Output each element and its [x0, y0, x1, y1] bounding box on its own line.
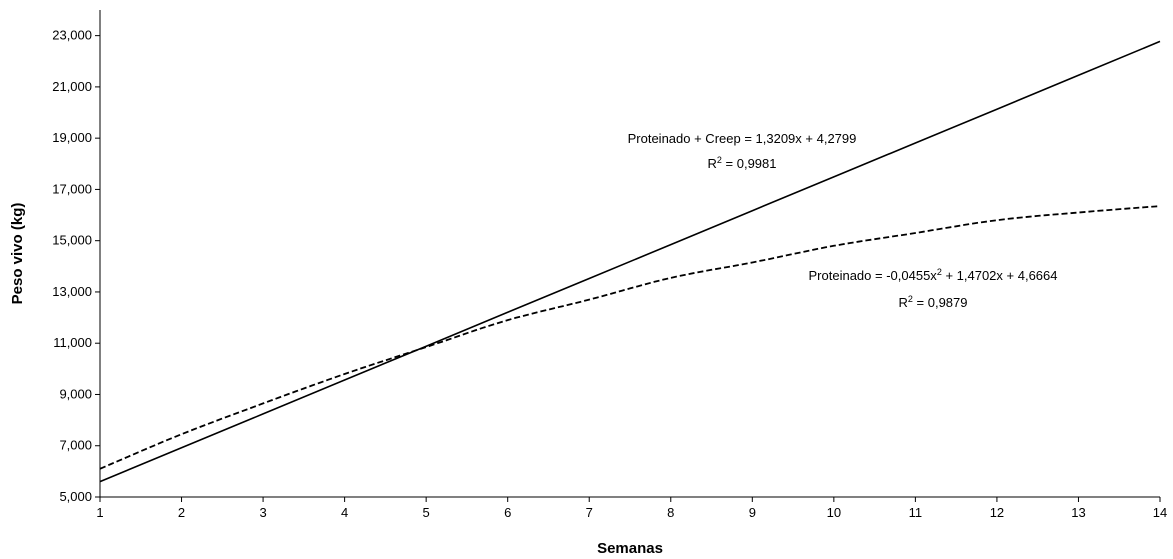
x-tick-label: 11 [909, 505, 923, 520]
x-tick-label: 5 [423, 505, 430, 520]
r2-creep-value: = 0,9981 [722, 156, 777, 171]
y-tick-label: 5,000 [59, 489, 92, 504]
y-tick-label: 7,000 [59, 438, 92, 453]
x-axis-title: Semanas [597, 540, 663, 557]
y-axis-ticks: 5,000 7,000 9,000 11,000 13,000 15,000 17,000 1… [52, 28, 100, 504]
y-axis-title: Peso vivo (kg) [9, 203, 26, 305]
y-tick-label: 23,000 [52, 28, 92, 43]
r2-proteinado-prefix: R [899, 295, 908, 310]
x-tick-label: 9 [749, 505, 756, 520]
x-axis-ticks: 1 2 3 4 5 6 7 8 9 10 11 12 13 14 [96, 497, 1167, 520]
x-tick-label: 10 [827, 505, 841, 520]
r2-proteinado-value: = 0,9879 [913, 295, 968, 310]
equation-proteinado: Proteinado = -0,0455x2 + 1,4702x + 4,666… [809, 267, 1058, 283]
y-tick-label: 13,000 [52, 284, 92, 299]
y-tick-label: 19,000 [52, 130, 92, 145]
r-squared-proteinado: R2 = 0,9879 [899, 294, 968, 310]
x-tick-label: 4 [341, 505, 348, 520]
eq-proteinado-superscript: 2 [937, 267, 942, 277]
r2-proteinado-superscript: 2 [908, 294, 913, 304]
eq-proteinado-part-a: Proteinado = -0,0455x [809, 268, 938, 283]
eq-proteinado-part-b: + 1,4702x + 4,6664 [942, 268, 1058, 283]
r2-creep-prefix: R [708, 156, 717, 171]
y-tick-label: 9,000 [59, 386, 92, 401]
r-squared-creep: R2 = 0,9981 [708, 155, 777, 171]
x-tick-label: 3 [259, 505, 266, 520]
x-tick-label: 2 [178, 505, 185, 520]
y-tick-label: 11,000 [53, 335, 92, 350]
equation-creep: Proteinado + Creep = 1,3209x + 4,2799 [628, 131, 857, 146]
x-tick-label: 7 [586, 505, 593, 520]
x-tick-label: 13 [1071, 505, 1085, 520]
y-tick-label: 21,000 [52, 79, 92, 94]
x-tick-label: 12 [990, 505, 1004, 520]
series-layer [99, 40, 1161, 483]
y-tick-label: 15,000 [52, 233, 92, 248]
y-tick-label: 17,000 [52, 181, 92, 196]
x-tick-label: 1 [96, 505, 103, 520]
x-tick-label: 6 [504, 505, 511, 520]
r2-creep-superscript: 2 [717, 155, 722, 165]
annotation-proteinado-equation: Proteinado = -0,0455x2 + 1,4702x + 4,666… [809, 267, 1058, 310]
annotation-creep-equation: Proteinado + Creep = 1,3209x + 4,2799 R2… [628, 131, 857, 171]
series-line-proteinado [99, 205, 1161, 470]
series-line-proteinado-creep [99, 40, 1161, 483]
x-tick-label: 8 [667, 505, 674, 520]
axes [99, 10, 1160, 498]
x-tick-label: 14 [1153, 505, 1167, 520]
